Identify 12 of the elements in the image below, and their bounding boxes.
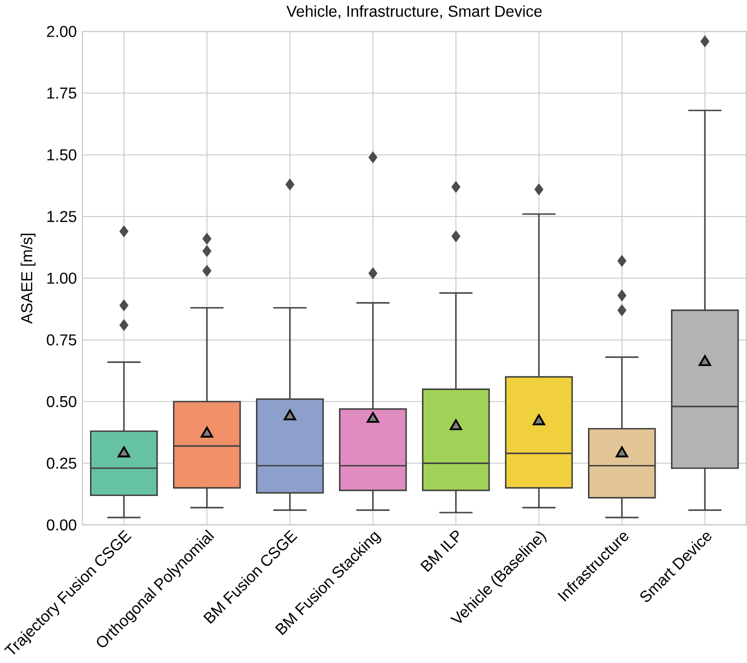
y-tick-label: 1.00 [47,272,76,284]
y-tick-label: 1.75 [47,88,76,99]
x-tick-label: BM ILP [420,530,459,572]
y-tick-label: 1.50 [47,149,76,160]
y-tick-label: 0.50 [46,396,76,408]
y-tick-label: 1.25 [47,210,76,222]
y-tick-label: 0.00 [46,519,76,530]
y-tick-label: 2.00 [47,26,76,38]
y-tick-label: 0.25 [46,458,76,469]
y-axis-title: ASAEE [m/s] [20,234,36,324]
chart-title: Vehicle, Infrastructure, Smart Device [286,5,542,19]
y-tick-label: 0.75 [46,334,76,346]
